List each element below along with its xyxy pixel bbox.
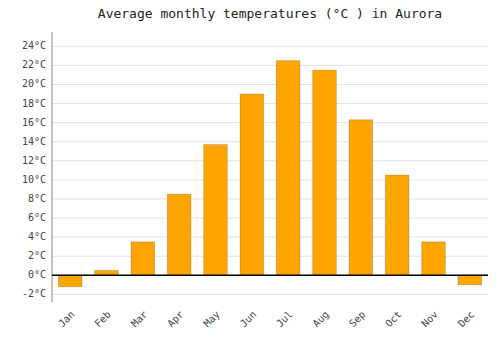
x-tick-label: Nov [419,309,440,330]
x-tick-label: Jul [274,309,295,330]
y-axis: -2°C 0°C 2°C 4°C 6°C 8°C 10°C 12°C 14°C 16°C 18°C 2… [22,32,52,302]
y-tick-label: 16°C [22,117,46,128]
grid-line [52,141,488,142]
bar [422,242,446,275]
y-tick-label: 8°C [28,193,46,204]
x-tick-label: Apr [165,309,186,330]
grid-line [52,122,488,123]
x-tick-label: Feb [92,309,113,330]
y-tick-label: 14°C [22,136,46,147]
x-tick-label: Sep [347,309,368,330]
grid-line [52,84,488,85]
bar [313,70,337,275]
grid-line [52,294,488,295]
x-axis: Jan Feb Mar Apr May Jun Jul Aug Sep Oct Nov Dec [56,309,476,330]
x-tick-label: Jan [56,309,77,330]
x-tick-label: Mar [129,309,150,330]
y-axis-line [52,32,53,302]
grid-line [52,275,488,276]
y-tick-label: 18°C [22,98,46,109]
x-tick-label: Oct [383,309,404,330]
grid-line [52,237,488,238]
zero-line [52,275,488,277]
y-tick-label: 10°C [22,174,46,185]
y-tick-label: 12°C [22,155,46,166]
grid-line [52,179,488,180]
y-tick-label: -2°C [22,288,46,299]
y-tick-label: 2°C [28,250,46,261]
x-tick-label: Aug [310,309,331,330]
grid-line [52,198,488,199]
y-tick-label: 22°C [22,59,46,70]
grid [52,46,488,294]
bar [276,61,300,276]
bar [240,94,264,275]
grid-line [52,160,488,161]
grid-line [52,218,488,219]
bar [458,275,482,285]
bar [349,120,373,276]
title: Average monthly temperatures (°C ) in Au… [98,6,442,21]
bar [167,194,191,275]
chart-container: -2°C 0°C 2°C 4°C 6°C 8°C 10°C 12°C 14°C 16°C 18°C 2… [0,0,500,350]
bar [131,242,155,275]
x-tick-label: Jun [238,309,259,330]
bar [58,275,82,286]
chart: -2°C 0°C 2°C 4°C 6°C 8°C 10°C 12°C 14°C 16°C 18°C 2… [0,0,500,350]
grid-line [52,46,488,47]
bar [385,175,409,275]
x-tick-label: May [201,309,222,330]
grid-line [52,103,488,104]
x-tick-label: Dec [456,309,477,330]
grid-line [52,65,488,66]
y-tick-label: 6°C [28,212,46,223]
y-tick-label: 24°C [22,40,46,51]
bars [52,61,488,287]
y-tick-label: 20°C [22,78,46,89]
bar [204,145,228,276]
y-tick-label: 4°C [28,231,46,242]
y-tick-label: 0°C [28,269,46,280]
